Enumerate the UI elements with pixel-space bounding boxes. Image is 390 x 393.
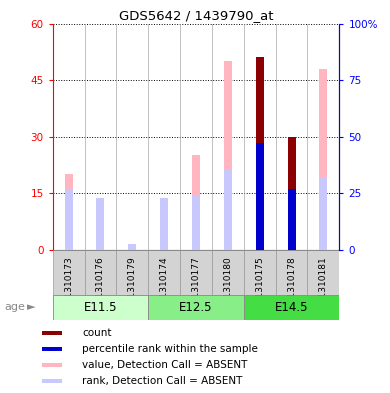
Bar — [192, 196, 200, 250]
Text: GSM1310181: GSM1310181 — [319, 257, 328, 318]
Text: GSM1310174: GSM1310174 — [160, 257, 168, 317]
Bar — [319, 69, 327, 250]
Bar — [180, 250, 212, 297]
Bar — [42, 379, 62, 383]
Text: GSM1310180: GSM1310180 — [223, 257, 232, 318]
Bar — [53, 295, 148, 320]
Bar — [160, 198, 168, 250]
Bar — [287, 189, 296, 250]
Bar — [96, 199, 105, 250]
Text: E12.5: E12.5 — [179, 301, 213, 314]
Bar — [244, 250, 276, 297]
Text: count: count — [83, 329, 112, 338]
Bar — [116, 250, 148, 297]
Bar — [224, 171, 232, 250]
Bar — [42, 331, 62, 335]
Bar — [42, 364, 62, 367]
Text: GSM1310179: GSM1310179 — [128, 257, 137, 318]
Bar — [96, 198, 105, 250]
Bar — [148, 295, 244, 320]
Bar — [244, 295, 339, 320]
Text: ►: ► — [27, 302, 35, 312]
Bar — [53, 250, 85, 297]
Bar — [160, 199, 168, 250]
Text: E14.5: E14.5 — [275, 301, 308, 314]
Bar — [212, 250, 244, 297]
Bar — [319, 177, 327, 250]
Text: value, Detection Call = ABSENT: value, Detection Call = ABSENT — [83, 360, 248, 370]
Text: percentile rank within the sample: percentile rank within the sample — [83, 344, 258, 354]
Text: rank, Detection Call = ABSENT: rank, Detection Call = ABSENT — [83, 376, 243, 386]
Bar — [148, 250, 180, 297]
Bar — [276, 250, 307, 297]
Bar — [42, 347, 62, 351]
Text: GSM1310177: GSM1310177 — [191, 257, 200, 318]
Bar — [85, 250, 116, 297]
Text: GSM1310175: GSM1310175 — [255, 257, 264, 318]
Bar — [128, 244, 136, 250]
Bar — [287, 189, 296, 250]
Bar — [287, 136, 296, 250]
Bar — [224, 61, 232, 250]
Text: age: age — [4, 302, 25, 312]
Bar — [256, 57, 264, 250]
Bar — [307, 250, 339, 297]
Title: GDS5642 / 1439790_at: GDS5642 / 1439790_at — [119, 9, 273, 22]
Text: GSM1310176: GSM1310176 — [96, 257, 105, 318]
Bar — [256, 143, 264, 250]
Bar — [192, 155, 200, 250]
Bar — [65, 174, 73, 250]
Bar — [65, 189, 73, 250]
Text: GSM1310178: GSM1310178 — [287, 257, 296, 318]
Text: E11.5: E11.5 — [84, 301, 117, 314]
Text: GSM1310173: GSM1310173 — [64, 257, 73, 318]
